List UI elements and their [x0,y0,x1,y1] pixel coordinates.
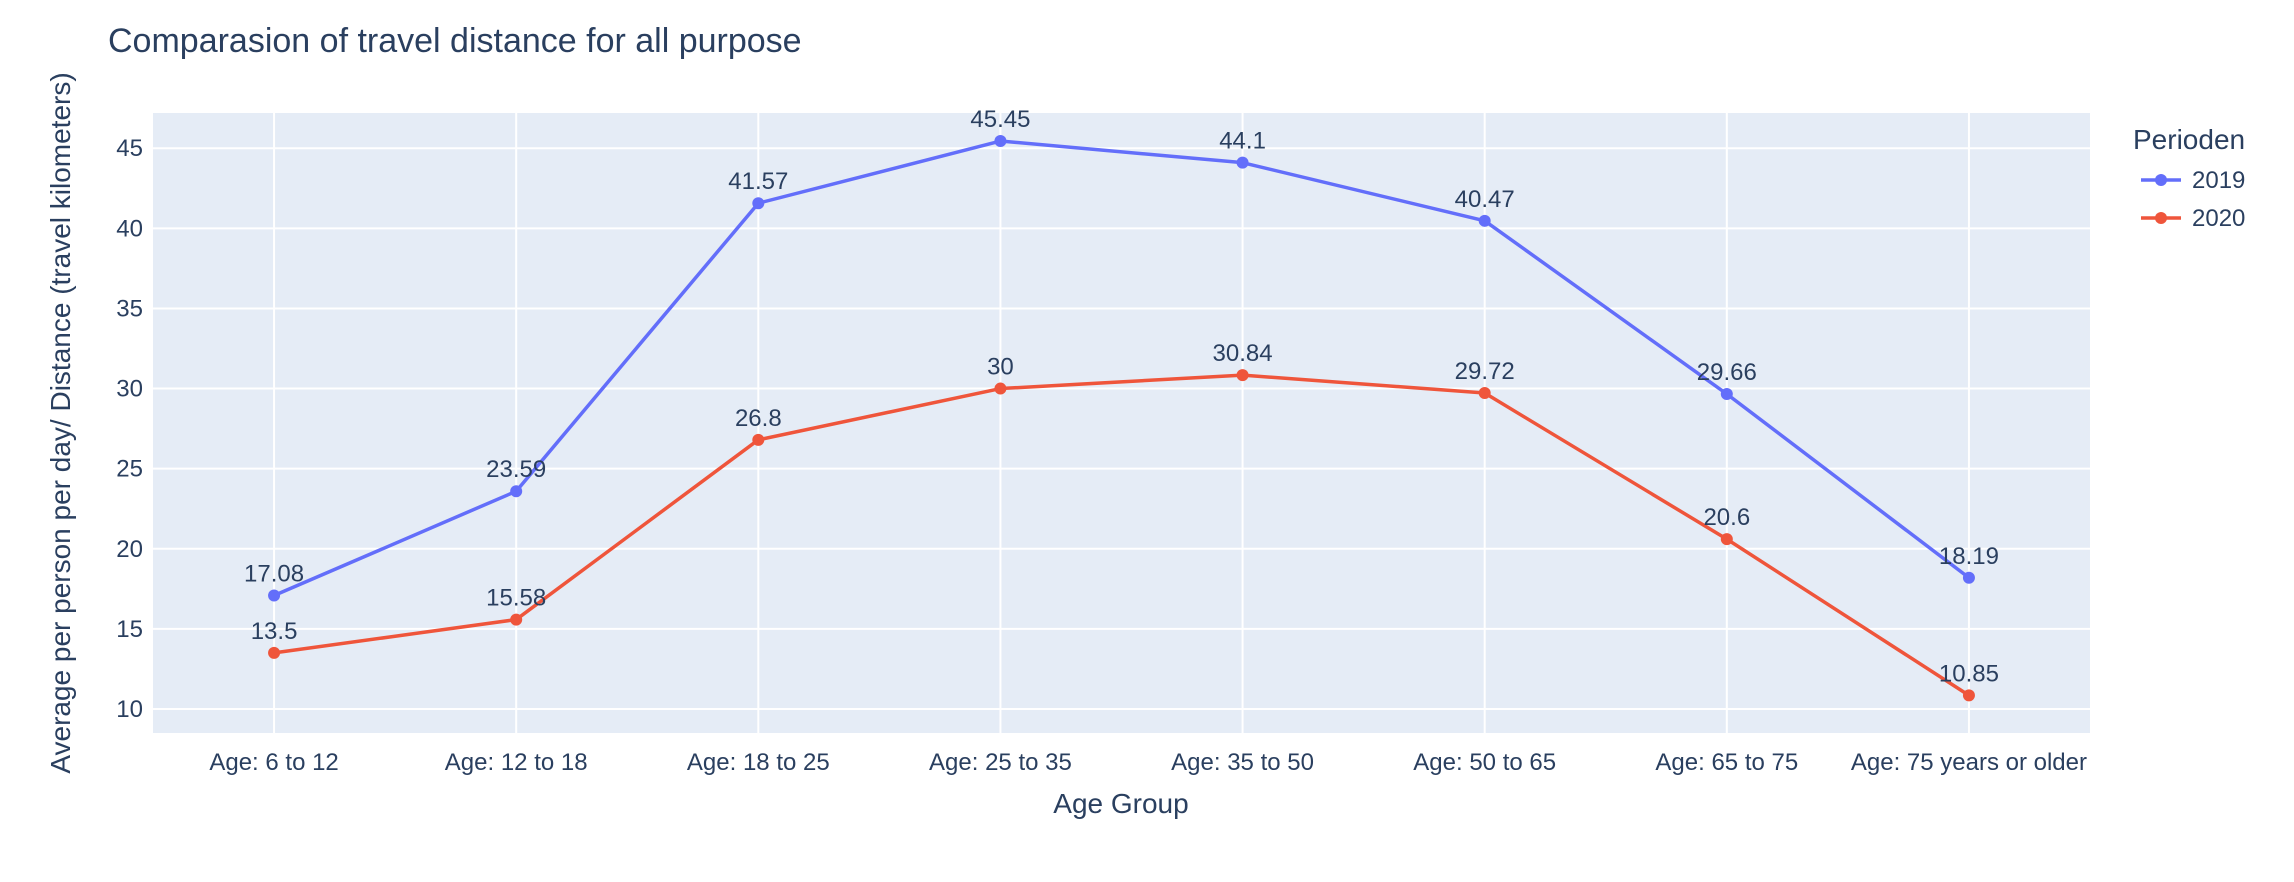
data-label-2019: 29.66 [1697,359,1757,386]
y-tick-label: 30 [116,376,143,403]
y-tick-label: 35 [116,295,143,322]
data-point-2019 [268,589,281,602]
data-point-2019 [1478,214,1491,227]
x-tick-label: Age: 35 to 50 [1171,749,1314,776]
x-tick-label: Age: 65 to 75 [1655,749,1798,776]
data-label-2020: 15.58 [486,585,546,612]
data-point-2020 [1478,387,1491,400]
data-point-2020 [510,613,523,626]
x-tick-label: Age: 50 to 65 [1413,749,1556,776]
data-label-2019: 18.19 [1939,543,1999,570]
data-point-2020 [1236,369,1249,382]
plot-area [153,113,2090,733]
data-label-2020: 30 [987,354,1014,381]
x-axis-ticks: Age: 6 to 12 Age: 12 to 18 Age: 18 to 25 Ag… [209,749,2087,776]
data-label-2019: 45.45 [970,106,1030,133]
y-axis-title: Average per person per day/ Distance (tr… [45,72,76,773]
legend-marker-2020 [2155,212,2167,224]
data-label-2020: 26.8 [735,405,782,432]
x-tick-label: Age: 75 years or older [1851,749,2087,776]
legend-marker-2019 [2155,174,2167,186]
data-point-2020 [994,382,1007,395]
y-tick-label: 20 [116,536,143,563]
data-point-2019 [1720,388,1733,401]
data-point-2020 [268,646,281,659]
x-tick-label: Age: 12 to 18 [445,749,588,776]
series-line-2019 [273,139,1970,598]
series-markers [268,135,1975,702]
legend-label-2019: 2019 [2192,167,2245,194]
legend: Perioden 2019 2020 [2133,124,2245,232]
data-point-2019 [994,135,1007,148]
data-label-2020: 10.85 [1939,660,1999,687]
data-label-2019: 40.47 [1455,186,1515,213]
x-axis-title: Age Group [1053,788,1188,819]
y-tick-label: 25 [116,456,143,483]
data-label-2020: 13.5 [251,618,298,645]
y-tick-label: 10 [116,696,143,723]
data-label-2020: 20.6 [1703,504,1750,531]
data-point-2019 [1962,571,1975,584]
series-lines [273,139,1970,697]
y-tick-label: 45 [116,135,143,162]
data-point-2020 [1962,689,1975,702]
data-label-2020: 29.72 [1455,358,1515,385]
data-label-2019: 23.59 [486,456,546,483]
y-axis-ticks: 10 15 20 25 30 35 40 45 [116,135,143,723]
data-label-2020: 30.84 [1213,340,1273,367]
data-label-2019: 44.1 [1219,128,1266,155]
data-point-2020 [752,433,765,446]
y-tick-label: 15 [116,616,143,643]
x-tick-label: Age: 25 to 35 [929,749,1072,776]
x-tick-label: Age: 6 to 12 [209,749,338,776]
data-point-2019 [510,485,523,498]
series-line-2020 [273,373,1970,697]
x-tick-label: Age: 18 to 25 [687,749,830,776]
data-point-2019 [1236,156,1249,169]
y-tick-label: 40 [116,215,143,242]
data-label-2019: 41.57 [728,168,788,195]
data-point-2019 [752,197,765,210]
data-label-2019: 17.08 [244,561,304,588]
chart-title: Comparasion of travel distance for all p… [108,22,802,60]
data-point-2020 [1720,533,1733,546]
legend-title: Perioden [2133,124,2245,155]
legend-label-2020: 2020 [2192,205,2245,232]
data-labels: 17.08 23.59 41.57 45.45 44.1 40.47 29.66 18.19 1… [244,106,1999,687]
